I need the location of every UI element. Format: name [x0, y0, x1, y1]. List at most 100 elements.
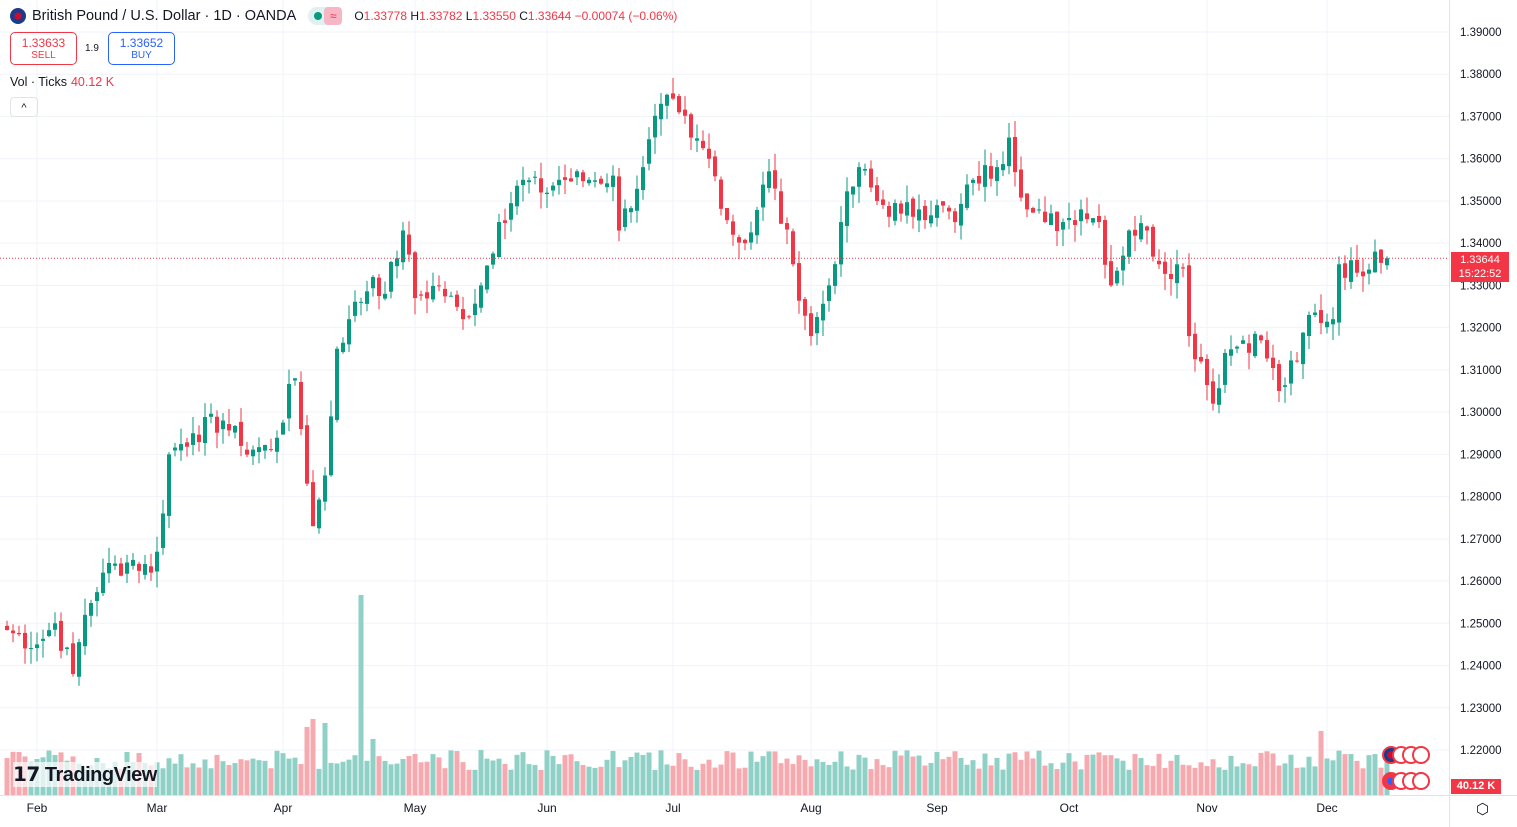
market-status-icon[interactable]: ≈ [308, 7, 343, 25]
candle-body [1025, 193, 1029, 210]
candle-body [1289, 360, 1293, 384]
volume-bar [1240, 763, 1246, 795]
volume-bar [4, 757, 10, 795]
tradingview-logo[interactable]: 𝟭𝟳 TradingView [13, 762, 157, 787]
symbol-title[interactable]: British Pound / U.S. Dollar · 1D · OANDA [32, 8, 297, 24]
candle-body [791, 231, 795, 265]
volume-bar [166, 758, 172, 795]
candle-body [467, 316, 471, 318]
candle-body [1043, 211, 1047, 223]
volume-bar [760, 756, 766, 795]
candle-body [893, 203, 897, 221]
volume-bar [958, 757, 964, 795]
candle-body [1109, 261, 1113, 286]
candle-body [653, 115, 657, 138]
candle-body [1319, 310, 1323, 323]
candle-body [383, 293, 387, 299]
candle-body [695, 138, 699, 141]
candle-body [821, 303, 825, 321]
volume-bar [334, 763, 340, 795]
volume-bar [724, 751, 730, 795]
volume-bar [820, 761, 826, 795]
price-tick-label: 1.27000 [1460, 534, 1502, 546]
candle-body [59, 620, 63, 651]
volume-bar [358, 595, 364, 795]
candle-body [1001, 164, 1005, 171]
volume-bar [226, 765, 232, 795]
candle-body [1175, 264, 1179, 284]
volume-bar [322, 723, 328, 795]
volume-bar [910, 756, 916, 795]
candle-body [47, 630, 51, 637]
candle-body [593, 180, 597, 182]
collapse-legend-button[interactable]: ^ [10, 97, 38, 117]
usd-events-icon[interactable] [1382, 772, 1430, 790]
candle-body [1139, 223, 1143, 240]
volume-bar [976, 768, 982, 795]
volume-bar [466, 769, 472, 795]
time-tick-label: Feb [27, 801, 48, 815]
candle-body [149, 566, 153, 573]
volume-bar [952, 751, 958, 795]
volume-bar [742, 767, 748, 795]
candle-body [629, 208, 633, 213]
candle-body [953, 211, 957, 223]
candle-body [77, 642, 81, 677]
settings-icon[interactable]: ⬡ [1476, 801, 1490, 818]
candle-body [1253, 333, 1257, 357]
candle-body [179, 444, 183, 451]
candle-body [89, 603, 93, 616]
volume-bar [352, 755, 358, 795]
candle-body [1079, 209, 1083, 222]
volume-bar [892, 750, 898, 795]
volume-bar [1234, 766, 1240, 795]
candle-body [701, 140, 705, 149]
volume-bar [550, 755, 556, 795]
candle-body [1355, 259, 1359, 273]
candle-body [767, 171, 771, 189]
volume-bar [748, 751, 754, 795]
candle-body [113, 563, 117, 566]
volume-bar [1030, 758, 1036, 795]
time-axis-border [0, 795, 1517, 796]
volume-bar [412, 754, 418, 795]
candle-body [1271, 357, 1275, 369]
volume-bar [238, 759, 244, 795]
volume-bar [400, 759, 406, 795]
volume-bar [1312, 766, 1318, 795]
volume-bar [190, 763, 196, 795]
candle-body [275, 437, 279, 452]
buy-button[interactable]: 1.33652 BUY [108, 32, 175, 65]
volume-bar [274, 750, 280, 795]
volume-bar [1168, 760, 1174, 795]
candle-body [167, 454, 171, 516]
volume-bar [520, 752, 526, 795]
candle-body [35, 644, 39, 649]
candle-body [563, 177, 567, 180]
volume-bar [562, 755, 568, 795]
volume-bar [448, 750, 454, 795]
gbp-events-icon[interactable] [1382, 746, 1430, 764]
candle-body [341, 342, 345, 353]
volume-bar [394, 763, 400, 795]
volume-bar [940, 759, 946, 795]
candle-body [11, 630, 15, 634]
candle-body [659, 103, 663, 120]
volume-bar [172, 763, 178, 795]
volume-bar [1042, 765, 1048, 795]
candle-body [833, 264, 837, 286]
volume-bar [610, 750, 616, 795]
sell-button[interactable]: 1.33633 SELL [10, 32, 77, 65]
candle-body [551, 185, 555, 191]
volume-bar [736, 768, 742, 795]
volume-bar [364, 760, 370, 795]
candle-body [1031, 208, 1035, 213]
candle-body [1283, 385, 1287, 387]
candle-body [1277, 364, 1281, 391]
volume-bar [994, 757, 1000, 795]
volume-bar [388, 764, 394, 795]
price-tick-label: 1.22000 [1460, 745, 1502, 757]
time-tick-label: Dec [1316, 801, 1337, 815]
candle-body [671, 93, 675, 99]
